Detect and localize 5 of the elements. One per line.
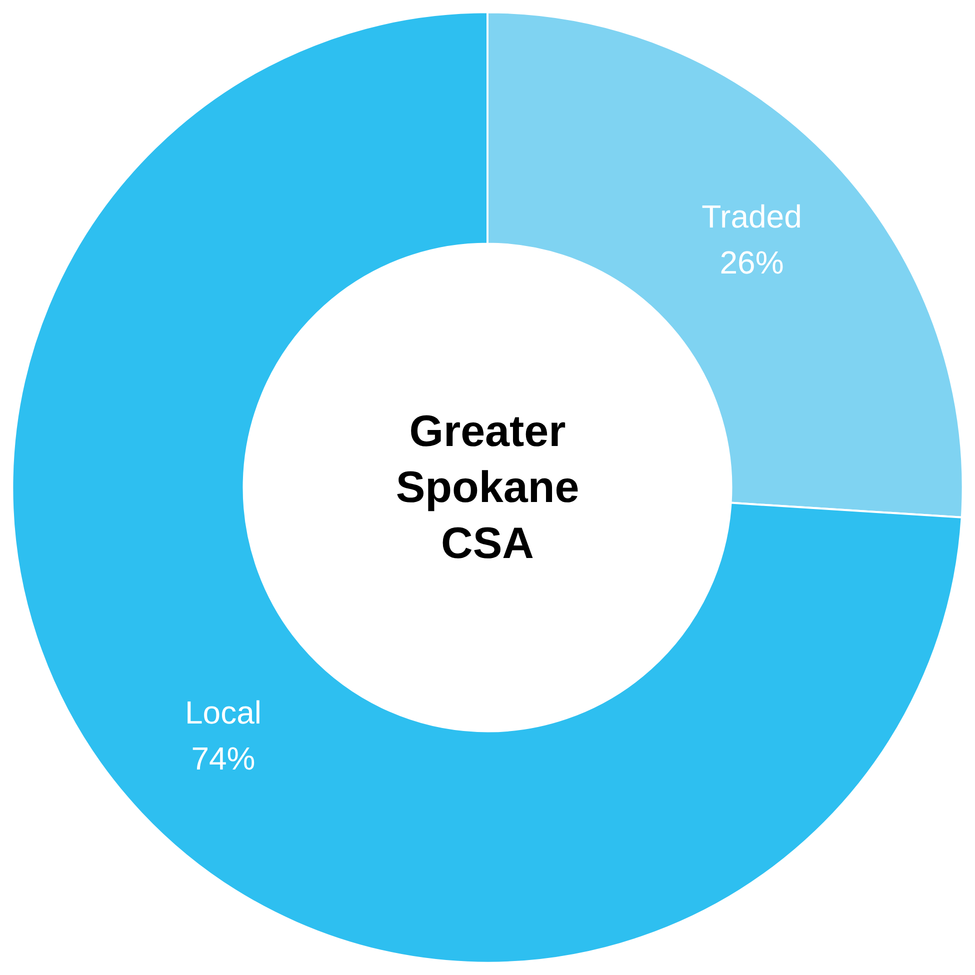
- slice-label: Traded: [702, 198, 802, 234]
- data-label: 26%: [720, 244, 784, 280]
- slice-label: Local: [184, 694, 262, 731]
- data-label: 74%: [191, 740, 256, 777]
- text: Greater Spokane CSA: [396, 407, 580, 568]
